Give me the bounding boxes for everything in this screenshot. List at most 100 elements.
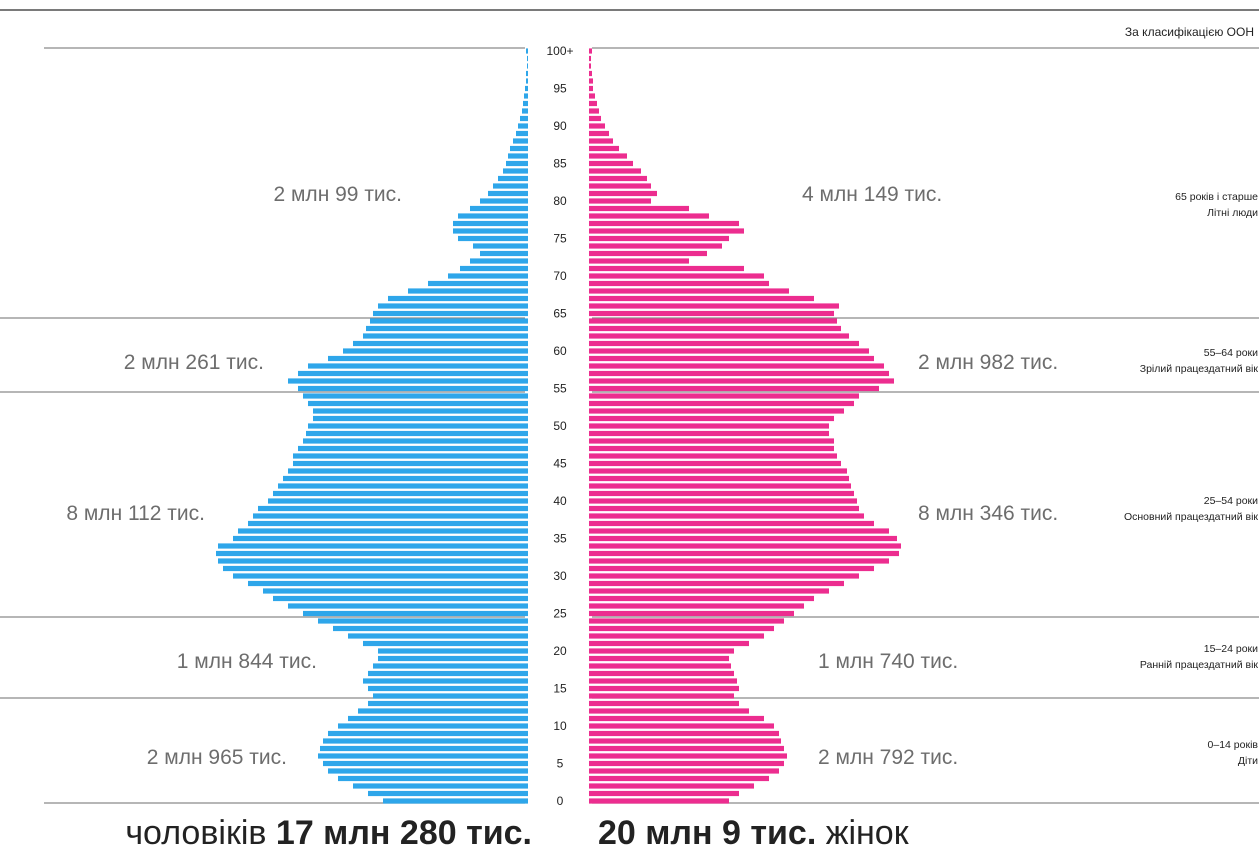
male-bar-age-60 <box>343 348 528 354</box>
male-bar-age-100 <box>526 48 528 54</box>
female-bar-age-18 <box>589 663 731 669</box>
male-bar-age-50 <box>308 423 528 429</box>
age-tick-label: 80 <box>553 194 567 208</box>
male-bar-age-89 <box>516 130 528 137</box>
female-bar-age-50 <box>589 423 829 429</box>
female-bar-age-8 <box>589 738 781 744</box>
female-bar-age-100 <box>589 48 592 54</box>
male-bar-age-40 <box>268 498 528 504</box>
male-bar-age-10 <box>338 723 528 729</box>
male-bar-age-12 <box>358 708 528 714</box>
female-bar-age-66 <box>589 303 839 309</box>
male-group-25-54: 8 млн 112 тис. <box>66 502 205 525</box>
female-bar-age-55 <box>589 385 879 392</box>
male-bar-age-93 <box>523 100 528 107</box>
female-bar-age-22 <box>589 633 764 639</box>
male-bar-age-9 <box>328 730 528 737</box>
female-bar-age-10 <box>589 723 774 729</box>
male-bar-age-11 <box>348 715 528 722</box>
male-bar-age-99 <box>527 55 528 62</box>
female-bar-age-90 <box>589 123 605 129</box>
female-group-15-24: 1 млн 740 тис. <box>818 650 958 673</box>
male-bar-age-42 <box>278 483 528 489</box>
female-bar-age-65 <box>589 310 834 317</box>
female-bar-age-46 <box>589 453 837 459</box>
female-bar-age-16 <box>589 678 737 684</box>
female-bar-age-4 <box>589 768 779 774</box>
group-name-65plus: Літні люди <box>1207 207 1258 219</box>
female-bar-age-92 <box>589 108 599 114</box>
female-bar-age-38 <box>589 513 864 519</box>
female-bar-age-28 <box>589 588 829 594</box>
group-range-25-54: 25–54 роки <box>1204 495 1258 507</box>
age-tick-label: 20 <box>553 644 567 658</box>
male-bar-age-90 <box>518 123 528 129</box>
male-bar-age-33 <box>216 550 528 557</box>
female-bar-age-71 <box>589 265 744 272</box>
male-bar-age-65 <box>373 310 528 317</box>
female-bar-age-80 <box>589 198 651 204</box>
male-bar-age-28 <box>263 588 528 594</box>
age-tick-label: 45 <box>553 457 567 471</box>
male-bar-age-31 <box>223 565 528 572</box>
male-bar-age-56 <box>288 378 528 384</box>
female-bar-age-76 <box>589 228 744 234</box>
female-bar-age-67 <box>589 295 814 302</box>
female-bar-age-26 <box>589 603 804 609</box>
male-bar-age-92 <box>522 108 528 114</box>
male-bar-age-49 <box>306 430 528 437</box>
male-bar-age-84 <box>503 168 528 174</box>
female-group-55-64: 2 млн 982 тис. <box>918 351 1058 374</box>
female-bar-age-32 <box>589 558 889 564</box>
male-bar-age-23 <box>333 625 528 632</box>
female-bar-age-7 <box>589 745 784 752</box>
male-bar-age-62 <box>363 333 528 339</box>
male-bar-age-21 <box>363 640 528 647</box>
male-bar-age-1 <box>368 790 528 797</box>
female-bar-age-60 <box>589 348 869 354</box>
female-bar-age-35 <box>589 535 897 542</box>
male-bar-age-4 <box>328 768 528 774</box>
age-tick-label: 90 <box>553 119 567 133</box>
male-group-65plus: 2 млн 99 тис. <box>273 183 402 206</box>
male-bar-age-26 <box>288 603 528 609</box>
group-name-55-64: Зрілий працездатний вік <box>1140 363 1259 375</box>
female-bar-age-24 <box>589 618 784 624</box>
male-bar-age-44 <box>288 468 528 474</box>
female-bar-age-79 <box>589 205 689 212</box>
female-bar-age-87 <box>589 145 619 152</box>
female-bar-age-44 <box>589 468 847 474</box>
female-bar-age-27 <box>589 595 814 602</box>
male-bar-age-63 <box>366 325 528 332</box>
female-bar-age-45 <box>589 460 841 467</box>
female-bar-age-2 <box>589 783 754 789</box>
female-bar-age-21 <box>589 640 749 647</box>
age-tick-label: 65 <box>553 307 567 321</box>
female-bar-age-17 <box>589 670 734 677</box>
female-bar-age-81 <box>589 190 657 197</box>
male-bar-age-5 <box>323 760 528 767</box>
male-bar-age-45 <box>293 460 528 467</box>
female-bar-age-39 <box>589 505 859 512</box>
male-bars <box>216 48 528 804</box>
female-bar-age-84 <box>589 168 641 174</box>
male-bar-age-14 <box>373 693 528 699</box>
male-bar-age-61 <box>353 340 528 347</box>
male-bar-age-75 <box>458 235 528 242</box>
male-bar-age-25 <box>303 610 528 617</box>
female-bar-age-0 <box>589 798 729 804</box>
male-bar-age-78 <box>458 213 528 219</box>
male-bar-age-6 <box>318 753 528 759</box>
female-bar-age-68 <box>589 288 789 294</box>
female-bar-age-30 <box>589 573 859 579</box>
male-bar-age-35 <box>233 535 528 542</box>
female-bar-age-12 <box>589 708 749 714</box>
age-tick-label: 95 <box>553 82 567 96</box>
female-bar-age-48 <box>589 438 834 444</box>
male-bar-age-53 <box>308 400 528 407</box>
female-bar-age-29 <box>589 580 844 587</box>
male-bar-age-69 <box>428 280 528 287</box>
male-bar-age-58 <box>308 363 528 369</box>
male-bar-age-83 <box>498 175 528 182</box>
female-bar-age-62 <box>589 333 849 339</box>
